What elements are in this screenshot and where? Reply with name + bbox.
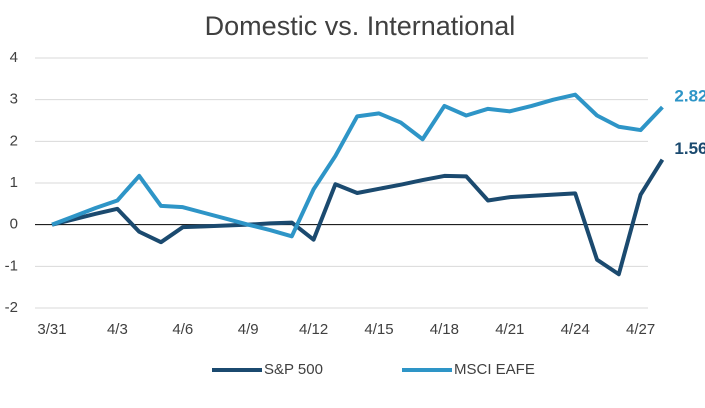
x-tick-label: 3/31 <box>37 321 66 338</box>
x-tick-label: 4/18 <box>430 321 459 338</box>
x-tick-label: 4/3 <box>107 321 128 338</box>
y-tick-label: -2 <box>5 299 18 316</box>
value-label: 2.82 <box>674 87 705 106</box>
y-tick-label: 1 <box>10 174 18 191</box>
x-tick-label: 4/6 <box>172 321 193 338</box>
x-tick-label: 4/12 <box>299 321 328 338</box>
legend-label: S&P 500 <box>264 361 323 378</box>
legend-label: MSCI EAFE <box>454 361 535 378</box>
y-tick-label: 3 <box>10 91 18 108</box>
x-tick-label: 4/24 <box>561 321 590 338</box>
x-tick-label: 4/21 <box>495 321 524 338</box>
x-tick-label: 4/15 <box>364 321 393 338</box>
x-tick-label: 4/27 <box>626 321 655 338</box>
y-tick-label: 2 <box>10 132 18 149</box>
series-line <box>51 158 665 277</box>
y-tick-label: 0 <box>10 216 18 233</box>
x-tick-label: 4/9 <box>238 321 259 338</box>
series-line <box>51 92 664 239</box>
chart-title: Domestic vs. International <box>205 11 516 41</box>
y-tick-label: 4 <box>10 49 18 66</box>
y-tick-label: -1 <box>5 257 18 274</box>
value-label: 1.56 <box>674 139 705 158</box>
